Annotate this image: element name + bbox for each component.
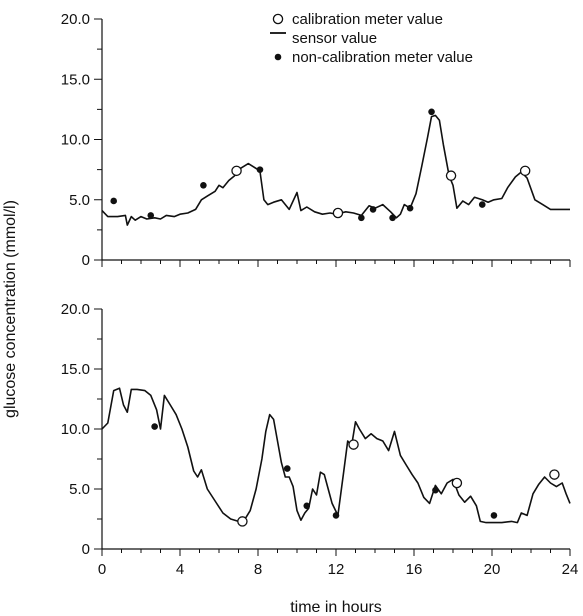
non-calibration-point xyxy=(303,502,311,510)
calibration-point xyxy=(549,469,560,480)
non-calibration-point xyxy=(200,181,207,189)
calibration-point xyxy=(231,165,242,177)
legend-filled-dot-icon xyxy=(274,53,282,61)
calibration-point xyxy=(237,516,248,527)
x-tick-label: 8 xyxy=(254,561,262,578)
non-calibration-point xyxy=(478,201,486,208)
legend-label: sensor value xyxy=(292,30,377,47)
calibration-point xyxy=(519,165,531,177)
x-axis-label: time in hours xyxy=(290,599,382,616)
x-tick-label: 24 xyxy=(562,561,579,578)
calibration-point xyxy=(332,207,344,219)
y-tick-label: 20.0 xyxy=(61,301,90,318)
top-panel: 0 5.0 10.0 15.0 20.0 xyxy=(61,11,571,269)
y-tick-label: 5.0 xyxy=(69,481,90,498)
x-tick-label: 4 xyxy=(176,561,184,578)
non-calibration-point xyxy=(406,204,414,212)
non-calibration-point xyxy=(369,206,377,213)
bottom-panel: 0 5.0 10.0 15.0 20.0 0 4 8 12 16 20 24 xyxy=(61,301,579,578)
x-tick-label: 0 xyxy=(98,561,106,578)
y-tick-label: 10.0 xyxy=(61,421,90,438)
x-tick-label: 16 xyxy=(406,561,423,578)
non-calibration-point xyxy=(256,166,264,173)
y-tick-label: 20.0 xyxy=(61,11,90,28)
y-tick-label: 0 xyxy=(82,541,90,558)
y-tick-label: 10.0 xyxy=(61,132,90,149)
y-tick-label: 0 xyxy=(82,252,90,269)
non-calibration-point xyxy=(147,212,155,219)
non-calibration-point xyxy=(432,486,439,494)
x-tick-label: 12 xyxy=(328,561,345,578)
calibration-point xyxy=(445,170,457,181)
non-calibration-point xyxy=(151,423,158,430)
y-tick-label: 15.0 xyxy=(61,361,90,378)
non-calibration-point xyxy=(283,465,291,472)
y-tick-label: 5.0 xyxy=(69,192,90,209)
non-calibration-point xyxy=(110,197,117,205)
non-calibration-point xyxy=(389,214,396,222)
legend-label: non-calibration meter value xyxy=(292,49,473,66)
calibration-point xyxy=(348,439,359,450)
non-calibration-point xyxy=(428,108,435,116)
non-calibration-point xyxy=(358,214,365,222)
y-axis-label: glucose concentration (mmol/l) xyxy=(2,200,19,418)
non-calibration-point xyxy=(332,512,340,519)
legend-label: calibration meter value xyxy=(292,11,443,28)
legend-open-circle-icon xyxy=(272,13,284,25)
calibration-point xyxy=(451,477,463,489)
legend: calibration meter value sensor value non-c… xyxy=(270,11,473,66)
y-tick-label: 15.0 xyxy=(61,71,90,88)
non-calibration-point xyxy=(490,512,498,519)
x-tick-label: 20 xyxy=(484,561,501,578)
sensor-value-line xyxy=(101,387,571,524)
